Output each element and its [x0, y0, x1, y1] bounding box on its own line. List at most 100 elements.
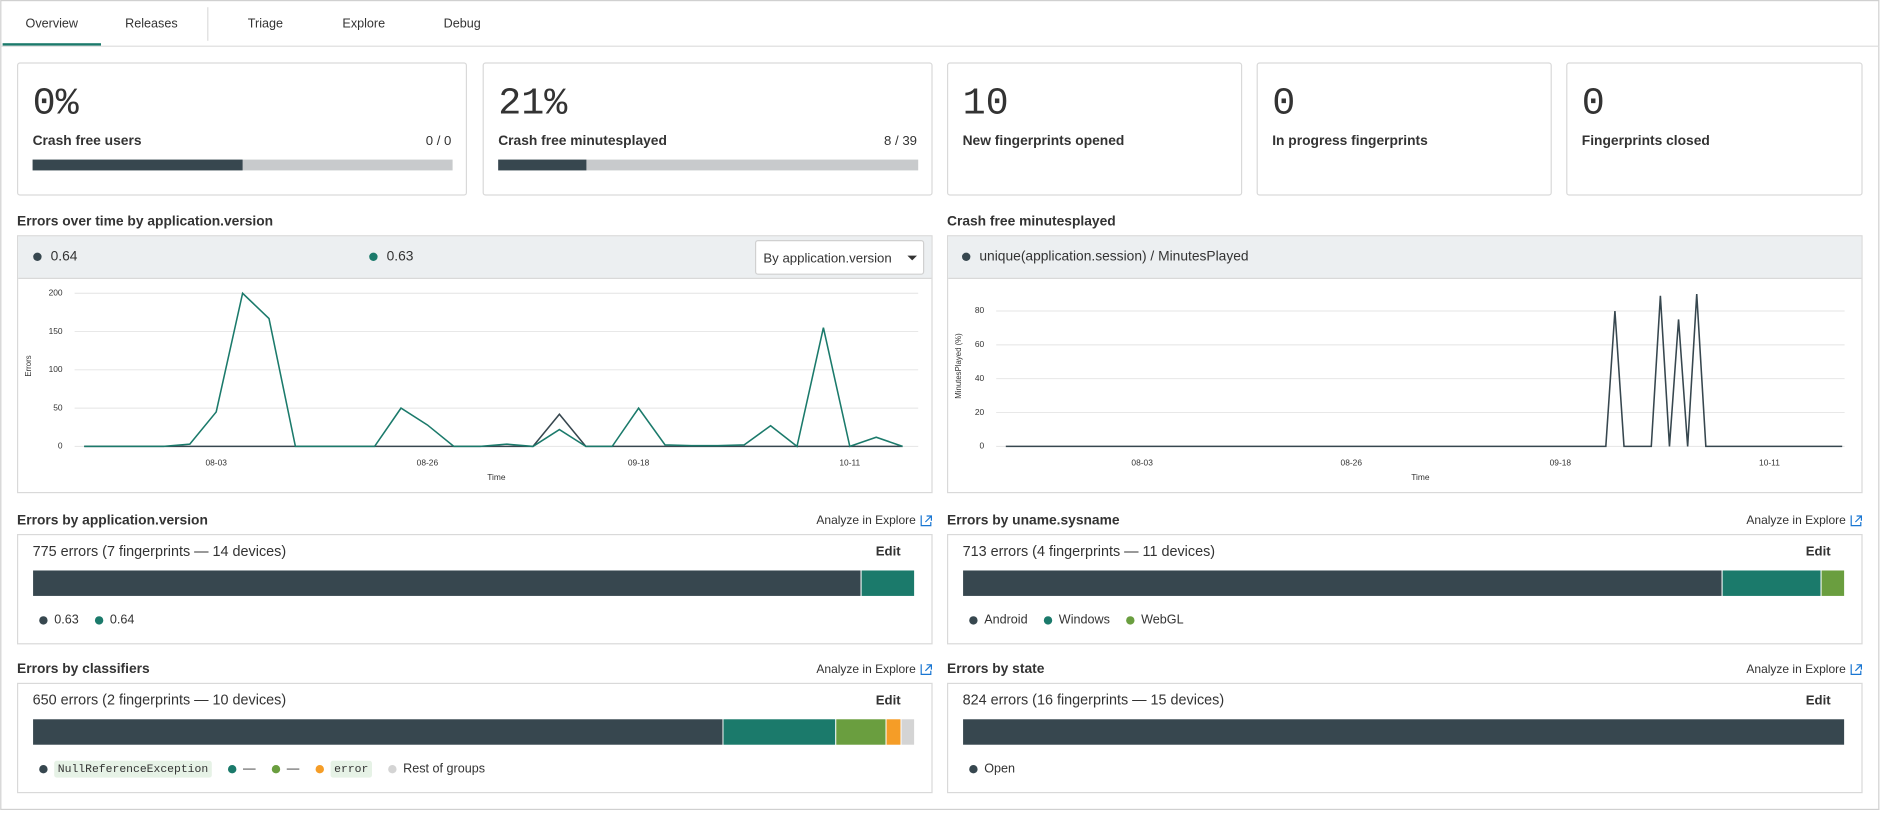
dropdown-label[interactable]: By application.version — [763, 251, 891, 266]
legend-label: 0.63 — [387, 248, 414, 263]
tab[interactable]: Debug — [444, 16, 481, 30]
y-tick-label: 200 — [49, 287, 63, 297]
analyze-link[interactable]: Analyze in Explore — [1746, 513, 1846, 527]
stat-label: In progress fingerprints — [1272, 133, 1428, 148]
external-link-icon — [920, 664, 932, 675]
legend-label: — — [243, 762, 256, 776]
series-line — [1005, 294, 1843, 448]
legend-label: Android — [984, 613, 1027, 627]
y-tick-label: 40 — [975, 373, 985, 383]
legend-label: 0.63 — [54, 613, 79, 627]
edit-button[interactable]: Edit — [1806, 692, 1832, 707]
edit-button[interactable]: Edit — [1806, 543, 1832, 558]
breakdown-summary: 824 errors (16 fingerprints — 15 devices… — [963, 693, 1225, 709]
breakdown-summary: 650 errors (2 fingerprints — 10 devices) — [33, 693, 287, 709]
legend-label: Windows — [1059, 613, 1110, 627]
x-tick-label: 10-11 — [839, 457, 860, 467]
legend-dot — [94, 616, 104, 625]
legend-dot — [962, 252, 971, 261]
y-tick-label: 80 — [975, 305, 985, 315]
bar-segment — [722, 718, 837, 746]
y-tick-label: 60 — [975, 339, 985, 349]
bar-segment — [860, 569, 916, 597]
tab[interactable]: Overview — [26, 16, 79, 30]
x-tick-label: 09-18 — [1550, 457, 1572, 467]
series-line — [84, 413, 903, 448]
breakdown-summary: 713 errors (4 fingerprints — 11 devices) — [963, 544, 1215, 560]
legend-dot — [227, 765, 237, 774]
y-tick-label: 150 — [49, 326, 63, 336]
analyze-link[interactable]: Analyze in Explore — [1746, 662, 1846, 676]
series-line — [84, 291, 903, 448]
legend-label: 0.64 — [110, 613, 135, 627]
edit-button[interactable]: Edit — [876, 692, 902, 707]
stat-value: 0 — [1582, 81, 1605, 125]
legend-label: — — [287, 762, 300, 776]
code-chip — [54, 760, 212, 778]
tab[interactable]: Explore — [342, 16, 385, 30]
legend-label: WebGL — [1141, 613, 1183, 627]
legend-label: unique(application.session) / MinutesPla… — [979, 248, 1248, 263]
tab[interactable]: Releases — [125, 16, 178, 30]
y-tick-label: 100 — [49, 364, 63, 374]
legend-dot — [388, 765, 397, 774]
tab[interactable]: Triage — [248, 16, 283, 30]
active-tab-indicator — [2, 43, 102, 46]
breakdown-summary: 775 errors (7 fingerprints — 14 devices) — [33, 544, 287, 560]
stat-label: Crash free users — [33, 133, 142, 148]
stat-ratio: 8 / 39 — [884, 133, 917, 148]
stat-card — [1566, 62, 1863, 196]
x-tick-label: 08-03 — [1131, 457, 1153, 467]
bar-segment — [1820, 569, 1846, 597]
stat-label: Fingerprints closed — [1582, 133, 1710, 148]
y-tick-label: 50 — [53, 402, 63, 412]
analyze-link[interactable]: Analyze in Explore — [816, 662, 916, 676]
progress-track — [498, 159, 919, 171]
x-tick-label: 08-03 — [205, 457, 227, 467]
stat-ratio: 0 / 0 — [426, 133, 452, 148]
x-tick-label: 08-26 — [417, 457, 439, 467]
legend-dot — [33, 252, 42, 261]
edit-button[interactable]: Edit — [876, 543, 902, 558]
legend-band — [948, 236, 1862, 279]
stat-value: 21% — [498, 81, 568, 125]
chart-title: Crash free minutesplayed — [947, 214, 1116, 229]
stat-card — [16, 62, 467, 196]
code-chip — [330, 760, 372, 778]
bar-segment — [900, 718, 916, 746]
legend-dot — [39, 765, 48, 774]
x-axis-label: Time — [1411, 472, 1430, 482]
bar-segment — [835, 718, 887, 746]
legend-label: 0.64 — [51, 248, 78, 263]
analyze-link[interactable]: Analyze in Explore — [816, 513, 916, 527]
x-tick-label: 09-18 — [628, 457, 650, 467]
y-axis-label: MinutesPlayed (%) — [954, 333, 963, 399]
y-tick-label: 0 — [58, 441, 63, 451]
dropdown[interactable] — [754, 239, 925, 275]
legend-dot — [1126, 616, 1135, 625]
breakdown-title: Errors by classifiers — [17, 661, 150, 676]
x-axis-label: Time — [487, 472, 506, 482]
legend-dot — [1043, 616, 1053, 625]
stat-value: 0% — [33, 81, 80, 125]
y-axis-label: Errors — [24, 355, 33, 376]
stat-card — [946, 62, 1243, 196]
progress-fill — [32, 159, 243, 171]
x-tick-label: 08-26 — [1341, 457, 1363, 467]
y-tick-label: 0 — [980, 441, 985, 451]
dropdown-caret — [907, 255, 917, 261]
bar-segment — [962, 718, 1846, 746]
progress-fill — [498, 159, 587, 171]
external-link-icon — [1850, 515, 1862, 527]
bar-segment — [885, 718, 902, 746]
breakdown-title: Errors by application.version — [17, 512, 208, 527]
external-link-icon — [920, 515, 932, 527]
stat-value: 10 — [963, 81, 1009, 125]
chart-title: Errors over time by application.version — [17, 214, 273, 229]
legend-dot — [969, 616, 978, 625]
bar-segment — [32, 569, 862, 597]
legend-label: Open — [984, 762, 1015, 776]
external-link-icon — [1850, 664, 1862, 675]
